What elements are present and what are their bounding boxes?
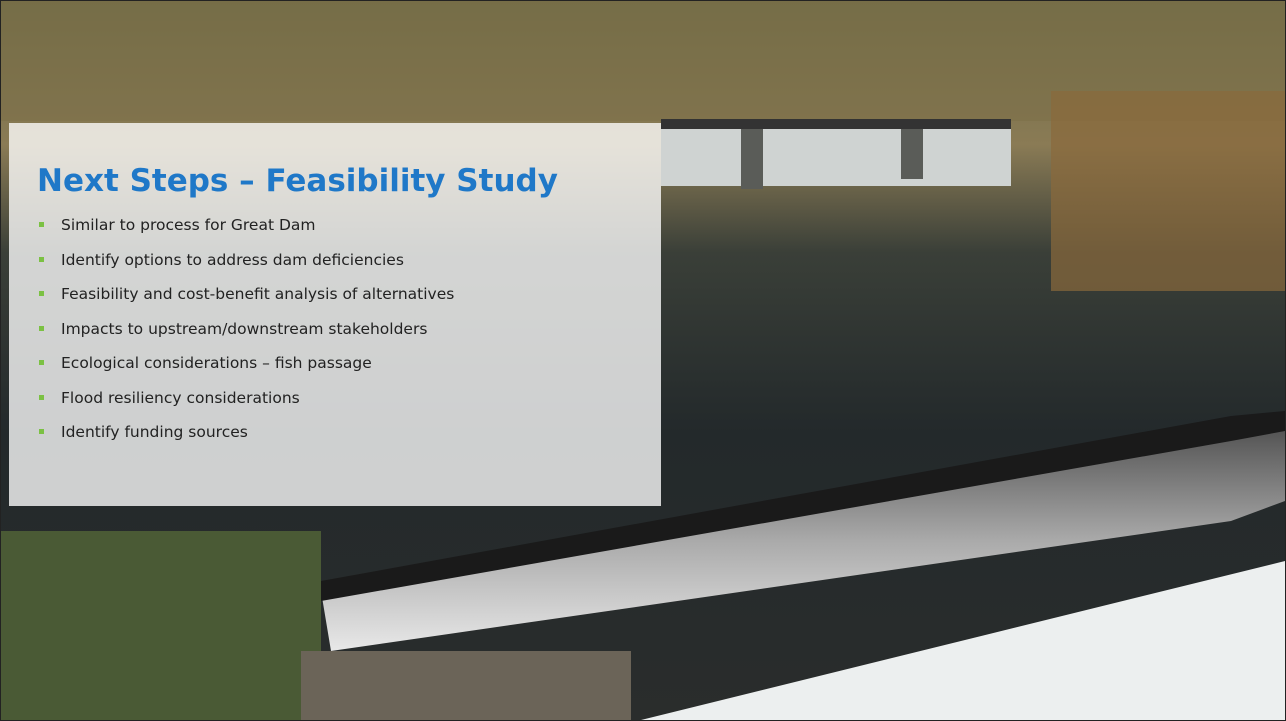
bullet-list: Similar to process for Great Dam Identify… [39, 215, 454, 457]
text-panel: Next Steps – Feasibility Study Similar t… [9, 123, 661, 506]
bullet-item: Feasibility and cost-benefit analysis of… [39, 284, 454, 319]
bullet-item: Ecological considerations – fish passage [39, 353, 454, 388]
bullet-item: Similar to process for Great Dam [39, 215, 454, 250]
bullet-item: Flood resiliency considerations [39, 388, 454, 423]
bullet-item: Identify options to address dam deficien… [39, 250, 454, 285]
bullet-item: Impacts to upstream/downstream stakehold… [39, 319, 454, 354]
slide-title: Next Steps – Feasibility Study [37, 163, 558, 199]
bullet-item: Identify funding sources [39, 422, 454, 457]
